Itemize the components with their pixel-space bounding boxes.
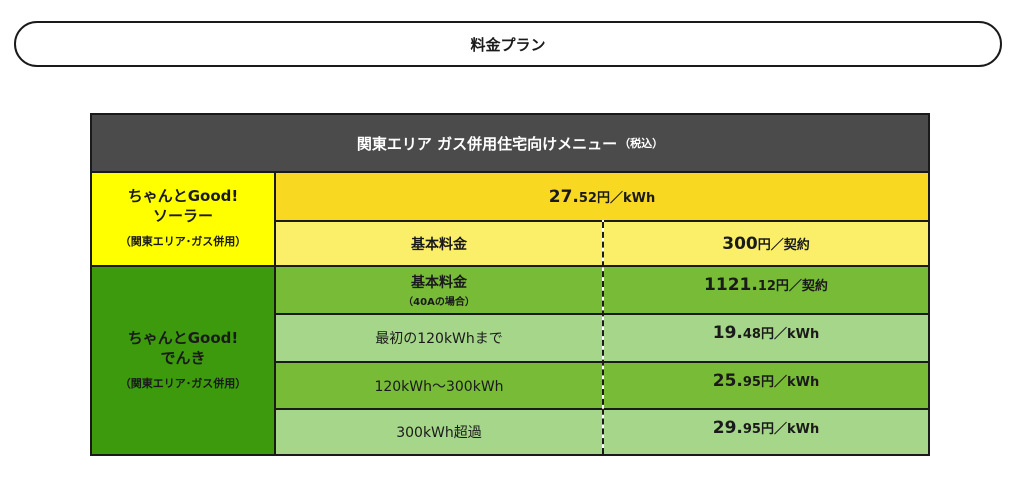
denki-row-label: 最初の120kWhまで [375,331,503,347]
denki-row-price-cell: 25. 95 円／kWh [604,361,928,408]
denki-row-price-int: 29. [712,418,743,438]
solar-rate-unit: 円／kWh [596,191,656,206]
denki-row-note: （40Aの場合） [403,297,475,308]
denki-row-price-unit: 円／kWh [760,327,820,342]
denki-row-label: 120kWh〜300kWh [374,378,504,395]
solar-basic-int: 300 [722,233,758,254]
solar-plan-name-line1: ちゃんとGood! [127,187,239,205]
denki-row-price-unit: 円／kWh [760,422,820,437]
denki-row-price-dec: 95 [742,375,761,390]
denki-row-price-dec: 95 [742,422,761,437]
solar-basic-price-cell: 300 円／契約 [604,220,928,267]
denki-row-label-cell: 120kWh〜300kWh [276,361,602,408]
plan-price-label: 料金プラン [470,35,546,54]
table-header-title: 関東エリア ガス併用住宅向けメニュー [356,134,618,153]
solar-rate-int: 27. [548,187,579,207]
denki-row-price-int: 25. [712,371,743,391]
denki-row-price-int: 1121. [704,275,758,295]
denki-row-price-cell: 19. 48 円／kWh [604,313,928,361]
denki-row-price-int: 19. [712,323,743,343]
table-header: 関東エリア ガス併用住宅向けメニュー （税込） [92,115,928,173]
denki-row-price-dec: 48 [742,327,761,342]
denki-plan-name-line2: でんき [160,348,206,367]
denki-row-price-cell: 29. 95 円／kWh [604,408,928,454]
denki-row-price-unit: 円／契約 [775,279,828,294]
solar-basic-unit: 円／契約 [757,238,810,253]
solar-rate-cell: 27. 52 円／kWh [276,173,928,220]
solar-basic-label: 基本料金 [411,236,467,253]
solar-plan-name: ちゃんとGood! ソーラー （関東エリア･ガス併用） [92,173,276,267]
denki-row-price-unit: 円／kWh [760,375,820,390]
denki-row-price-dec: 12 [757,279,776,294]
denki-row-label: 基本料金 [411,275,467,291]
solar-rate-dec: 52 [578,191,597,206]
solar-basic-label-cell: 基本料金 [276,220,602,267]
denki-row-price-cell: 1121. 12 円／契約 [604,267,928,313]
table-header-tax-note: （税込） [619,137,664,150]
plan-price-toggle-button[interactable]: 料金プラン [14,21,1002,67]
denki-row-label: 300kWh超過 [396,425,482,441]
denki-plan-name-line1: ちゃんとGood! [127,328,239,347]
column-divider [602,222,604,454]
price-table: 関東エリア ガス併用住宅向けメニュー （税込） ちゃんとGood! ソーラー （… [90,113,930,456]
solar-plan-name-line2: ソーラー [152,207,213,225]
denki-row-label-cell: 300kWh超過 [276,408,602,454]
denki-plan-name: ちゃんとGood! でんき （関東エリア･ガス併用） [92,267,276,454]
denki-row-label-cell: 基本料金 （40Aの場合） [276,267,602,313]
solar-plan-area: （関東エリア･ガス併用） [119,235,247,248]
denki-row-label-cell: 最初の120kWhまで [276,313,602,361]
denki-plan-area: （関東エリア･ガス併用） [119,376,247,390]
